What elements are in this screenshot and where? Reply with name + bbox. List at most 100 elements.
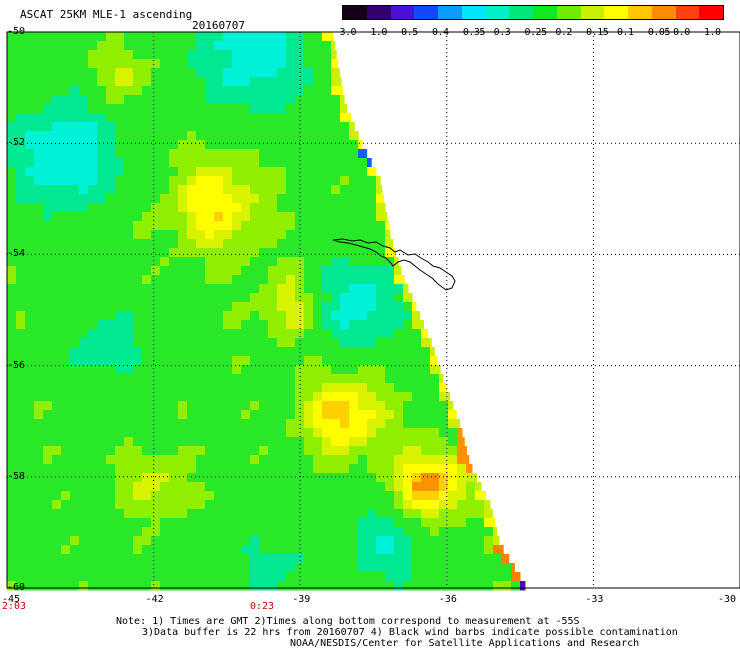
data-cell [70, 68, 80, 78]
data-cell [250, 518, 260, 528]
data-cell [7, 203, 17, 213]
data-cell [277, 329, 287, 339]
data-cell [115, 104, 125, 114]
data-cell [7, 221, 17, 231]
data-cell [304, 284, 314, 294]
data-cell [358, 554, 368, 564]
data-cell [88, 320, 98, 330]
data-cell [151, 257, 161, 267]
data-cell [421, 527, 431, 537]
data-cell [394, 545, 404, 555]
data-cell [61, 194, 71, 204]
data-cell [331, 365, 341, 375]
data-cell [367, 167, 377, 177]
data-cell [421, 365, 431, 375]
data-cell [457, 527, 467, 537]
data-cell [277, 167, 287, 177]
data-cell [385, 239, 394, 249]
data-cell [403, 437, 413, 447]
data-cell [7, 212, 17, 222]
data-cell [439, 437, 449, 447]
data-cell [385, 401, 395, 411]
data-cell [277, 131, 287, 141]
data-cell [322, 464, 332, 474]
data-cell [187, 131, 197, 141]
colorbar-segment [675, 6, 700, 19]
data-cell [304, 446, 314, 456]
data-cell [367, 221, 377, 231]
data-cell [205, 437, 215, 447]
data-cell [43, 275, 53, 285]
data-cell [187, 545, 197, 555]
data-cell [7, 68, 17, 78]
data-cell [115, 302, 125, 312]
data-cell [331, 446, 341, 456]
data-cell [34, 239, 44, 249]
data-cell [331, 437, 341, 447]
data-cell [160, 527, 170, 537]
data-cell [178, 482, 188, 492]
data-cell [412, 329, 422, 339]
data-cell [133, 158, 143, 168]
data-cell [124, 302, 134, 312]
data-cell [34, 41, 44, 51]
data-cell [178, 410, 188, 420]
data-cell [259, 59, 269, 69]
data-cell [52, 464, 62, 474]
data-cell [268, 239, 278, 249]
data-cell [52, 158, 62, 168]
data-cell [88, 374, 98, 384]
data-cell [304, 383, 314, 393]
data-cell [124, 248, 134, 258]
data-cell [88, 194, 98, 204]
data-cell [25, 158, 35, 168]
data-cell [61, 32, 71, 42]
data-cell [412, 491, 422, 501]
data-cell [97, 410, 107, 420]
data-cell [115, 464, 125, 474]
data-cell [304, 32, 314, 42]
data-cell [277, 428, 287, 438]
data-cell [61, 122, 71, 132]
data-cell [79, 32, 89, 42]
data-cell [97, 41, 107, 51]
data-cell [340, 392, 350, 402]
data-cell [196, 581, 206, 591]
data-cell [34, 383, 44, 393]
data-cell [232, 536, 242, 546]
data-cell [97, 320, 107, 330]
data-cell [232, 275, 242, 285]
data-cell [205, 257, 215, 267]
data-cell [232, 140, 242, 150]
data-cell [394, 302, 404, 312]
data-cell [286, 50, 296, 60]
data-cell [340, 86, 344, 96]
colorbar [342, 5, 724, 20]
data-cell [97, 158, 107, 168]
data-cell [88, 383, 98, 393]
data-cell [106, 50, 116, 60]
data-cell [205, 302, 215, 312]
longitude-label: -30 [718, 594, 737, 605]
data-cell [25, 284, 35, 294]
data-cell [232, 176, 242, 186]
data-cell [52, 104, 62, 114]
data-cell [178, 428, 188, 438]
data-cell [367, 356, 377, 366]
data-cell [241, 302, 251, 312]
data-cell [313, 248, 323, 258]
data-cell [241, 374, 251, 384]
data-cell [133, 122, 143, 132]
data-cell [322, 50, 332, 60]
data-cell [286, 194, 296, 204]
data-cell [241, 500, 251, 510]
data-cell [394, 338, 404, 348]
data-cell [322, 401, 332, 411]
data-cell [205, 482, 215, 492]
data-cell [385, 473, 395, 483]
data-cell [259, 167, 269, 177]
data-cell [16, 518, 26, 528]
data-cell [295, 401, 305, 411]
data-cell [106, 122, 116, 132]
data-cell [61, 410, 71, 420]
